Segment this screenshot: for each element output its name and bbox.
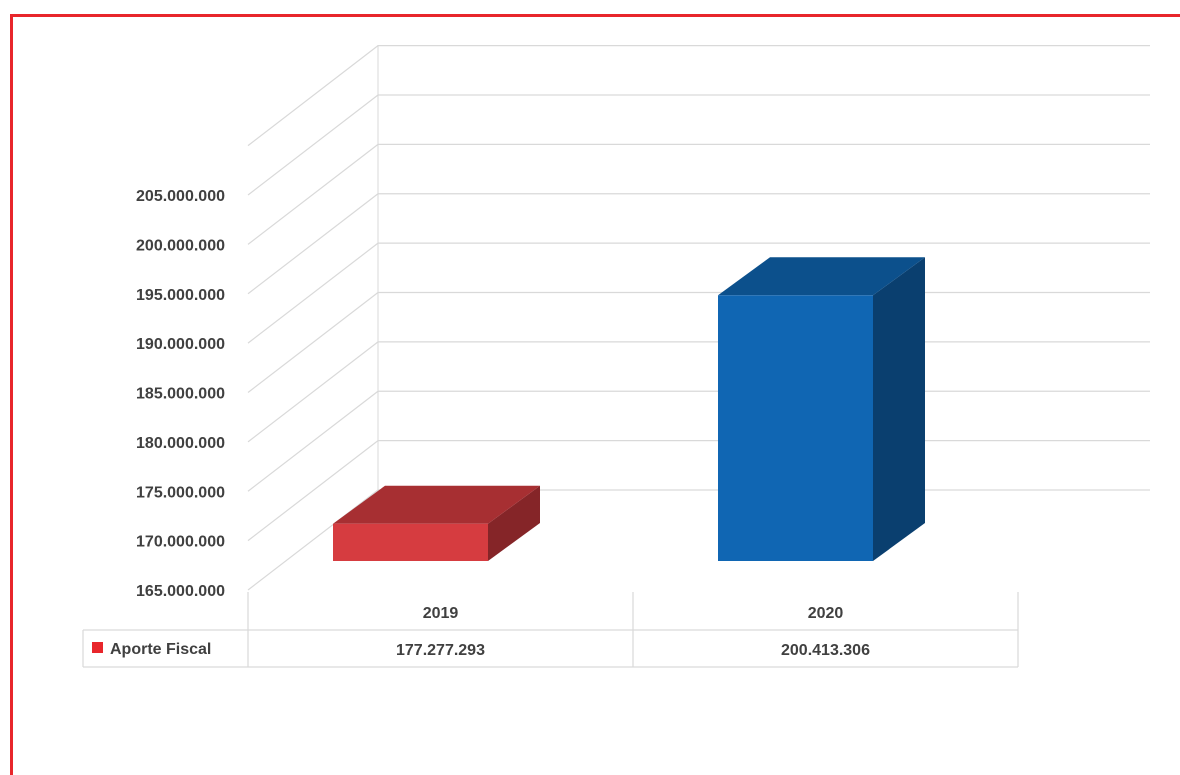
data-table-value: 200.413.306 bbox=[781, 642, 870, 659]
y-tick-label: 180.000.000 bbox=[136, 435, 225, 452]
y-tick-label: 190.000.000 bbox=[136, 336, 225, 353]
legend-key bbox=[92, 642, 103, 653]
gridline-side bbox=[247, 94, 379, 196]
bar-side bbox=[488, 485, 540, 561]
bar-2019 bbox=[333, 485, 540, 561]
bar-2020 bbox=[718, 257, 925, 561]
chart-frame bbox=[10, 14, 1180, 775]
bar-top bbox=[333, 485, 540, 524]
y-tick-label: 205.000.000 bbox=[136, 188, 225, 205]
gridline-side bbox=[247, 193, 379, 295]
bars bbox=[333, 257, 925, 561]
gridline-side bbox=[247, 242, 379, 344]
x-category-label: 2020 bbox=[808, 605, 844, 622]
bar-top bbox=[718, 257, 925, 296]
x-category-label: 2019 bbox=[423, 605, 459, 622]
gridline-side bbox=[247, 390, 379, 492]
bar-front bbox=[333, 523, 488, 561]
bar-front bbox=[718, 295, 873, 561]
gridline-side bbox=[247, 440, 379, 542]
gridline-side bbox=[247, 45, 379, 147]
gridline-side bbox=[247, 143, 379, 245]
y-tick-label: 165.000.000 bbox=[136, 583, 225, 600]
data-table-value: 177.277.293 bbox=[396, 642, 485, 659]
bar-side bbox=[873, 257, 925, 561]
gridline-side bbox=[247, 341, 379, 443]
y-tick-label: 170.000.000 bbox=[136, 534, 225, 551]
y-tick-label: 185.000.000 bbox=[136, 386, 225, 403]
y-tick-label: 175.000.000 bbox=[136, 484, 225, 501]
legend-series-label: Aporte Fiscal bbox=[110, 641, 211, 658]
y-axis-ticks: 165.000.000 170.000.000 175.000.000 180.000… bbox=[136, 188, 225, 600]
y-tick-label: 200.000.000 bbox=[136, 237, 225, 254]
gridline-side bbox=[247, 292, 379, 393]
data-table: 2019 177.277.293 2020 200.413.306 Aporte Fis… bbox=[82, 592, 1019, 668]
y-tick-label: 195.000.000 bbox=[136, 287, 225, 304]
gridline-side bbox=[247, 489, 379, 591]
